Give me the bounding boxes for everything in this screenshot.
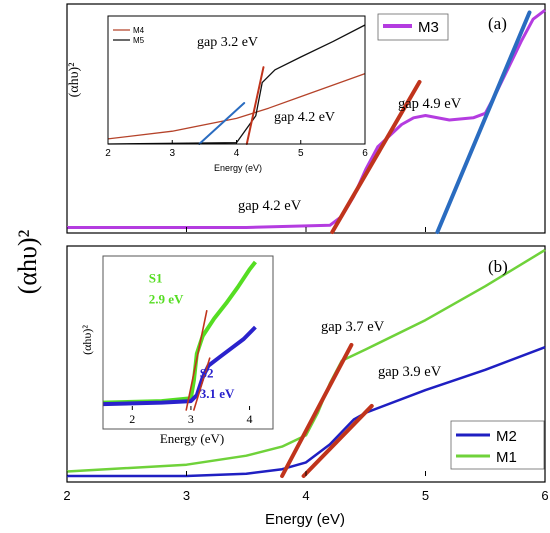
panel-b-legend-box [450, 420, 545, 470]
panel-b-legend: M2 M1 [450, 420, 545, 470]
panel-a-label: (a) [488, 14, 507, 33]
panel-a-plot-area [66, 9, 546, 234]
inset-b-annotation-4: 3.1 eV [200, 386, 235, 401]
panel-b-plot-area [66, 248, 546, 478]
panel-a-legend: M3 [377, 13, 449, 41]
inset-a-plot-area: 2 3 4 5 6 [105, 24, 368, 159]
inset-a-y-axis-label: (αhυ)² [67, 63, 82, 98]
inset-a-x-tick-label: 5 [298, 148, 304, 159]
panel-b-annotation-gap-3-9: gap 3.9 eV [378, 364, 442, 380]
inset-b-x-tick-label: 3 [188, 412, 194, 426]
panel-a-annotation-gap-4-9: gap 4.9 eV [398, 96, 462, 112]
panel-b-series-m2 [67, 346, 546, 478]
bottom-x-tick-label: 6 [541, 488, 548, 503]
shared-y-axis-label: (αhυ)² [13, 229, 42, 294]
inset-a-annotation-gap-4-2: gap 4.2 eV [274, 110, 335, 125]
inset-a-series-m4 [107, 72, 366, 140]
panel-b-label: (b) [488, 257, 508, 276]
legend-m4-label: M4 [133, 26, 145, 35]
inset-a-bg [108, 16, 365, 144]
panel-b-annotation-gap-3-7: gap 3.7 eV [321, 319, 385, 335]
inset-b-frame [102, 255, 274, 430]
inset-a-series-m5 [107, 24, 366, 145]
inset-b-x-axis-label: Energy (eV) [160, 431, 224, 446]
panel-a-inset: 2 3 4 5 6 (αhυ)² Energy (eV) M4 M5 gap 3.2 e… [67, 15, 368, 173]
inset-a-fit-line-1 [198, 102, 246, 145]
panel-b-fit-line-2 [301, 403, 374, 478]
bottom-x-tick-label: 3 [183, 488, 190, 503]
panel-b-fit-line-1 [280, 342, 354, 478]
inset-b-y-axis-label: (αhυ)² [80, 325, 94, 355]
panel-a-annotation-gap-4-2: gap 4.2 eV [238, 198, 302, 214]
inset-a-fit-line-2 [245, 66, 265, 145]
legend-m3-label: M3 [418, 19, 439, 36]
inset-a-legend: M4 M5 [113, 26, 145, 45]
legend-m2-label: M2 [496, 428, 517, 445]
inset-a-x-tick-label: 2 [105, 148, 111, 159]
panel-b-frame [66, 245, 546, 483]
inset-b-annotation-2: 2.9 eV [149, 291, 184, 306]
legend-m1-label: M1 [496, 449, 517, 466]
inset-a-annotation-gap-3-2: gap 3.2 eV [197, 35, 258, 50]
inset-a-x-axis-label: Energy (eV) [214, 163, 262, 173]
panel-a-fit-line-2 [435, 10, 532, 234]
inset-a-x-tick-label: 6 [362, 148, 368, 159]
panel-b: (b) M2 M1 gap 3.7 eV gap 3.9 eV [66, 245, 546, 483]
inset-b-x-tick-label: 2 [129, 412, 135, 426]
bottom-x-tick-label: 4 [302, 488, 309, 503]
bottom-x-axis: 2 3 4 5 6 [63, 488, 548, 503]
inset-b-series-s1 [102, 260, 257, 405]
inset-a-frame [107, 15, 366, 145]
inset-b-plot-area: 2 3 4 S1 2.9 eV S2 3.1 eV [102, 260, 257, 426]
inset-b-fit-line-2 [193, 357, 211, 411]
inset-b-annotation-1: S1 [149, 271, 163, 286]
inset-b-fit-line-1 [185, 310, 208, 411]
inset-b-annotation-3: S2 [200, 365, 214, 380]
inset-a-x-tick-label: 4 [234, 148, 240, 159]
panel-a: (a) M3 gap 4.2 eV gap 4.9 eV [66, 3, 546, 234]
panel-a-frame [66, 3, 546, 234]
inset-b-x-tick-label: 4 [247, 412, 253, 426]
legend-m5-label: M5 [133, 36, 145, 45]
panel-a-fit-line-1 [330, 79, 422, 234]
bottom-x-tick-label: 5 [422, 488, 429, 503]
inset-a-x-tick-label: 3 [169, 148, 175, 159]
shared-x-axis-label: Energy (eV) [265, 511, 345, 528]
bottom-x-tick-label: 2 [63, 488, 70, 503]
panel-b-inset: 2 3 4 S1 2.9 eV S2 3.1 eV (αhυ)² Energy (eV) [80, 255, 274, 446]
